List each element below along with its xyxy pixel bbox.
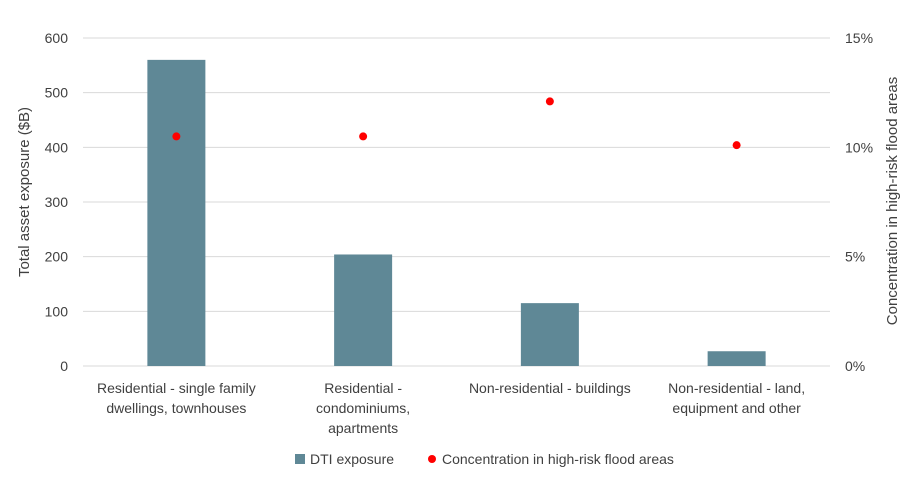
y2-axis-title: Concentration in high-risk flood areas [884, 77, 901, 325]
y-tick-label: 300 [45, 194, 69, 210]
y2-tick-label: 0% [845, 358, 865, 374]
scatter-point [732, 141, 741, 150]
y-tick-label: 200 [45, 249, 69, 265]
legend-label-bar: DTI exposure [310, 451, 394, 467]
y2-tick-label: 15% [845, 30, 873, 46]
y-tick-label: 0 [60, 358, 68, 374]
x-tick-label: Non-residential - land, equipment and oth… [668, 380, 805, 416]
y2-tick-label: 5% [845, 249, 865, 265]
x-tick-label: Residential -condominiums, apartments [316, 380, 410, 436]
legend-swatch-dot [428, 455, 436, 463]
bar [147, 59, 206, 366]
bar [520, 303, 579, 366]
y-axis-title: Total asset exposure ($B) [16, 107, 33, 277]
y-tick-label: 400 [45, 139, 69, 155]
x-tick-label: Residential - single family dwellings, to… [97, 380, 256, 416]
y-tick-label: 500 [45, 85, 69, 101]
y-tick-label: 100 [45, 303, 69, 319]
bar [707, 351, 766, 366]
legend-swatch-bar [295, 454, 305, 464]
legend: DTI exposure Concentration in high-risk … [295, 451, 674, 467]
y2-tick-label: 10% [845, 139, 873, 155]
y-tick-label: 600 [45, 30, 69, 46]
x-tick-label: Non-residential - buildings [469, 380, 631, 396]
scatter-point [545, 97, 554, 106]
legend-label-dot: Concentration in high-risk flood areas [442, 451, 674, 467]
bar [334, 254, 393, 366]
scatter-point [172, 132, 181, 141]
scatter-point [359, 132, 368, 141]
